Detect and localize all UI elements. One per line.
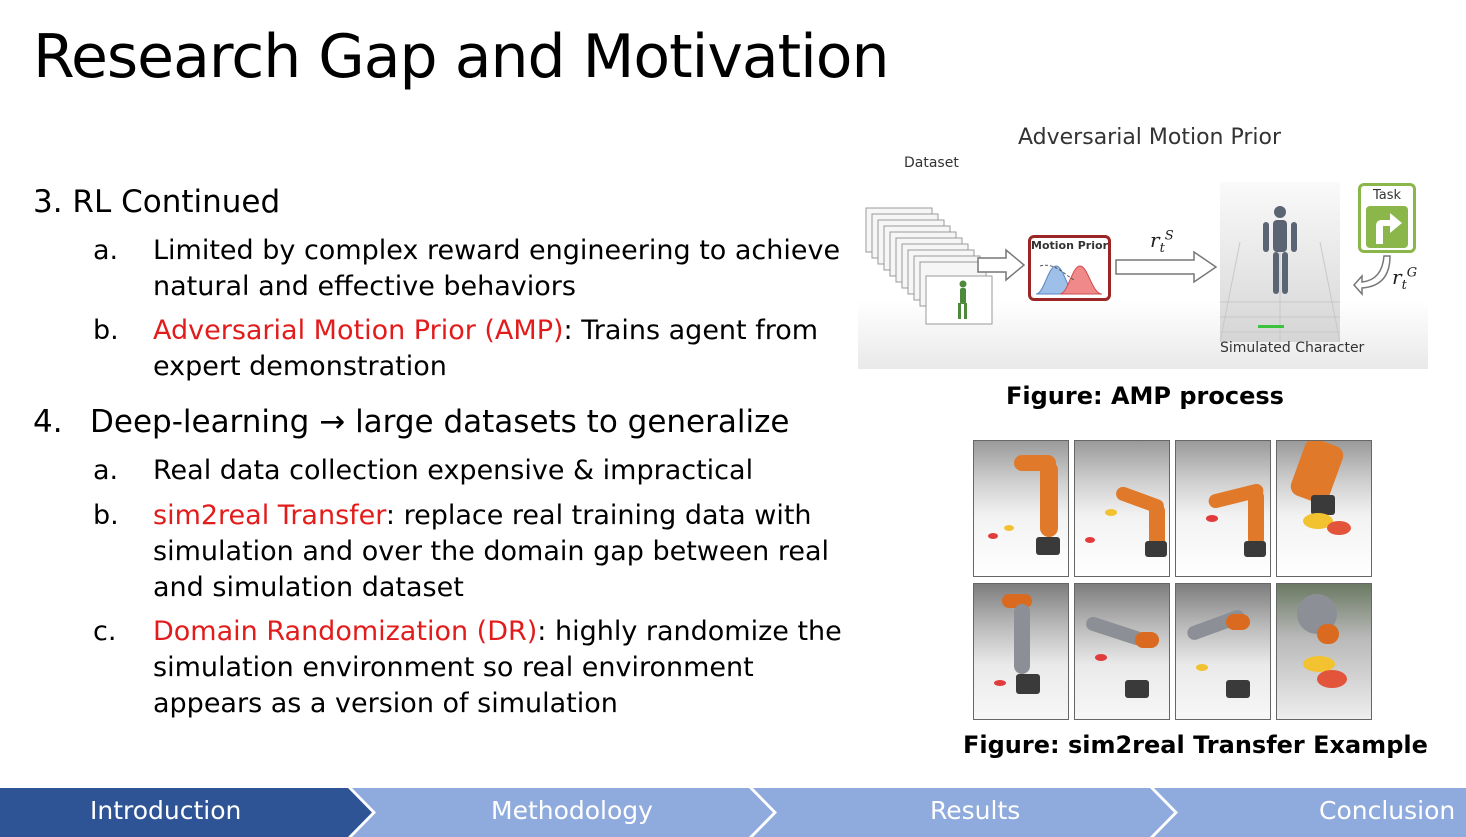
style-reward-symbol: rtS [1150, 228, 1174, 256]
nav-tab-methodology[interactable]: Methodology [491, 796, 653, 825]
item-4a-marker: a. [93, 455, 119, 486]
real-image-3 [1175, 583, 1271, 720]
amp-diagram-title: Adversarial Motion Prior [1018, 125, 1282, 150]
simulated-character-scene [1219, 182, 1341, 343]
item-4c-marker: c. [93, 616, 117, 647]
item-4c-line-2: simulation environment so real environme… [153, 652, 754, 683]
item-4c-line-3: appears as a version of simulation [153, 688, 618, 719]
section-nav-bar: Introduction Methodology Results Conclus… [0, 788, 1466, 837]
sim2real-highlight: sim2real Transfer [153, 500, 386, 531]
dataset-frames-icon [865, 207, 993, 325]
distribution-curves-icon [1035, 264, 1103, 295]
item-3b-marker: b. [93, 315, 119, 346]
nav-chevrons [0, 788, 1466, 837]
item-4-heading: Deep-learning → large datasets to genera… [90, 404, 789, 440]
task-label: Task [1372, 188, 1402, 203]
sim-image-1 [973, 440, 1069, 577]
item-4b-line-1-rest: : replace real training data with [385, 500, 812, 531]
nav-chevron-introduction [0, 788, 372, 837]
dataset-label: Dataset [904, 155, 959, 171]
amp-highlight: Adversarial Motion Prior (AMP) [153, 315, 564, 346]
simulated-character-icon [1219, 206, 1341, 343]
item-3-heading: 3. RL Continued [33, 184, 281, 220]
sim-image-3 [1175, 440, 1271, 577]
motion-prior-label: Motion Prior [1031, 239, 1108, 252]
task-reward-arrow-icon [1352, 255, 1391, 296]
item-4b-line-1: sim2real Transfer: replace real training… [153, 498, 812, 534]
sim-image-2 [1074, 440, 1170, 577]
arrow-to-motion-prior-icon [977, 248, 1026, 282]
nav-chevron-methodology [352, 788, 773, 837]
item-3a-line-1: Limited by complex reward engineering to… [153, 235, 841, 266]
nav-tab-conclusion[interactable]: Conclusion [1319, 796, 1456, 825]
item-3b-line-1: Adversarial Motion Prior (AMP): Trains a… [153, 313, 818, 349]
item-4b-line-2: simulation and over the domain gap betwe… [153, 536, 830, 567]
simulated-character-label: Simulated Character [1220, 340, 1365, 356]
item-4-heading-left: Deep-learning [90, 404, 310, 440]
task-reward-symbol: rtG [1392, 265, 1418, 293]
motion-prior-box: Motion Prior [1028, 235, 1111, 301]
item-4-number: 4. [33, 404, 63, 440]
item-3a-marker: a. [93, 235, 119, 266]
item-3b-line-1-rest: : Trains agent from [563, 315, 819, 346]
item-4a-line-1: Real data collection expensive & impract… [153, 455, 754, 486]
nav-tab-introduction[interactable]: Introduction [90, 796, 242, 825]
item-4-heading-right: large datasets to generalize [355, 404, 790, 440]
real-image-1 [973, 583, 1069, 720]
arrow-to-character-icon [1115, 250, 1218, 284]
turn-arrow-icon [1366, 206, 1408, 248]
sim2real-figure-caption: Figure: sim2real Transfer Example [963, 731, 1428, 759]
nav-tab-results[interactable]: Results [930, 796, 1021, 825]
item-3a-line-2: natural and effective behaviors [153, 271, 576, 302]
task-box: Task [1358, 183, 1416, 253]
item-4b-marker: b. [93, 500, 119, 531]
item-4c-line-1: Domain Randomization (DR): highly random… [153, 614, 842, 650]
real-image-2 [1074, 583, 1170, 720]
amp-figure-caption: Figure: AMP process [1006, 382, 1284, 410]
slide-title: Research Gap and Motivation [33, 22, 890, 92]
nav-chevron-results [753, 788, 1174, 837]
item-4c-line-1-rest: : highly randomize the [537, 616, 842, 647]
real-image-4 [1276, 583, 1372, 720]
dr-highlight: Domain Randomization (DR) [153, 616, 538, 647]
nav-chevron-conclusion [1154, 788, 1466, 837]
right-arrow-icon: → [319, 404, 346, 440]
sim-image-4 [1276, 440, 1372, 577]
item-4b-line-3: and simulation dataset [153, 572, 464, 603]
sim2real-image-grid [973, 440, 1373, 722]
item-3b-line-2: expert demonstration [153, 351, 447, 382]
amp-diagram: Adversarial Motion Prior Dataset Moti [858, 120, 1428, 369]
